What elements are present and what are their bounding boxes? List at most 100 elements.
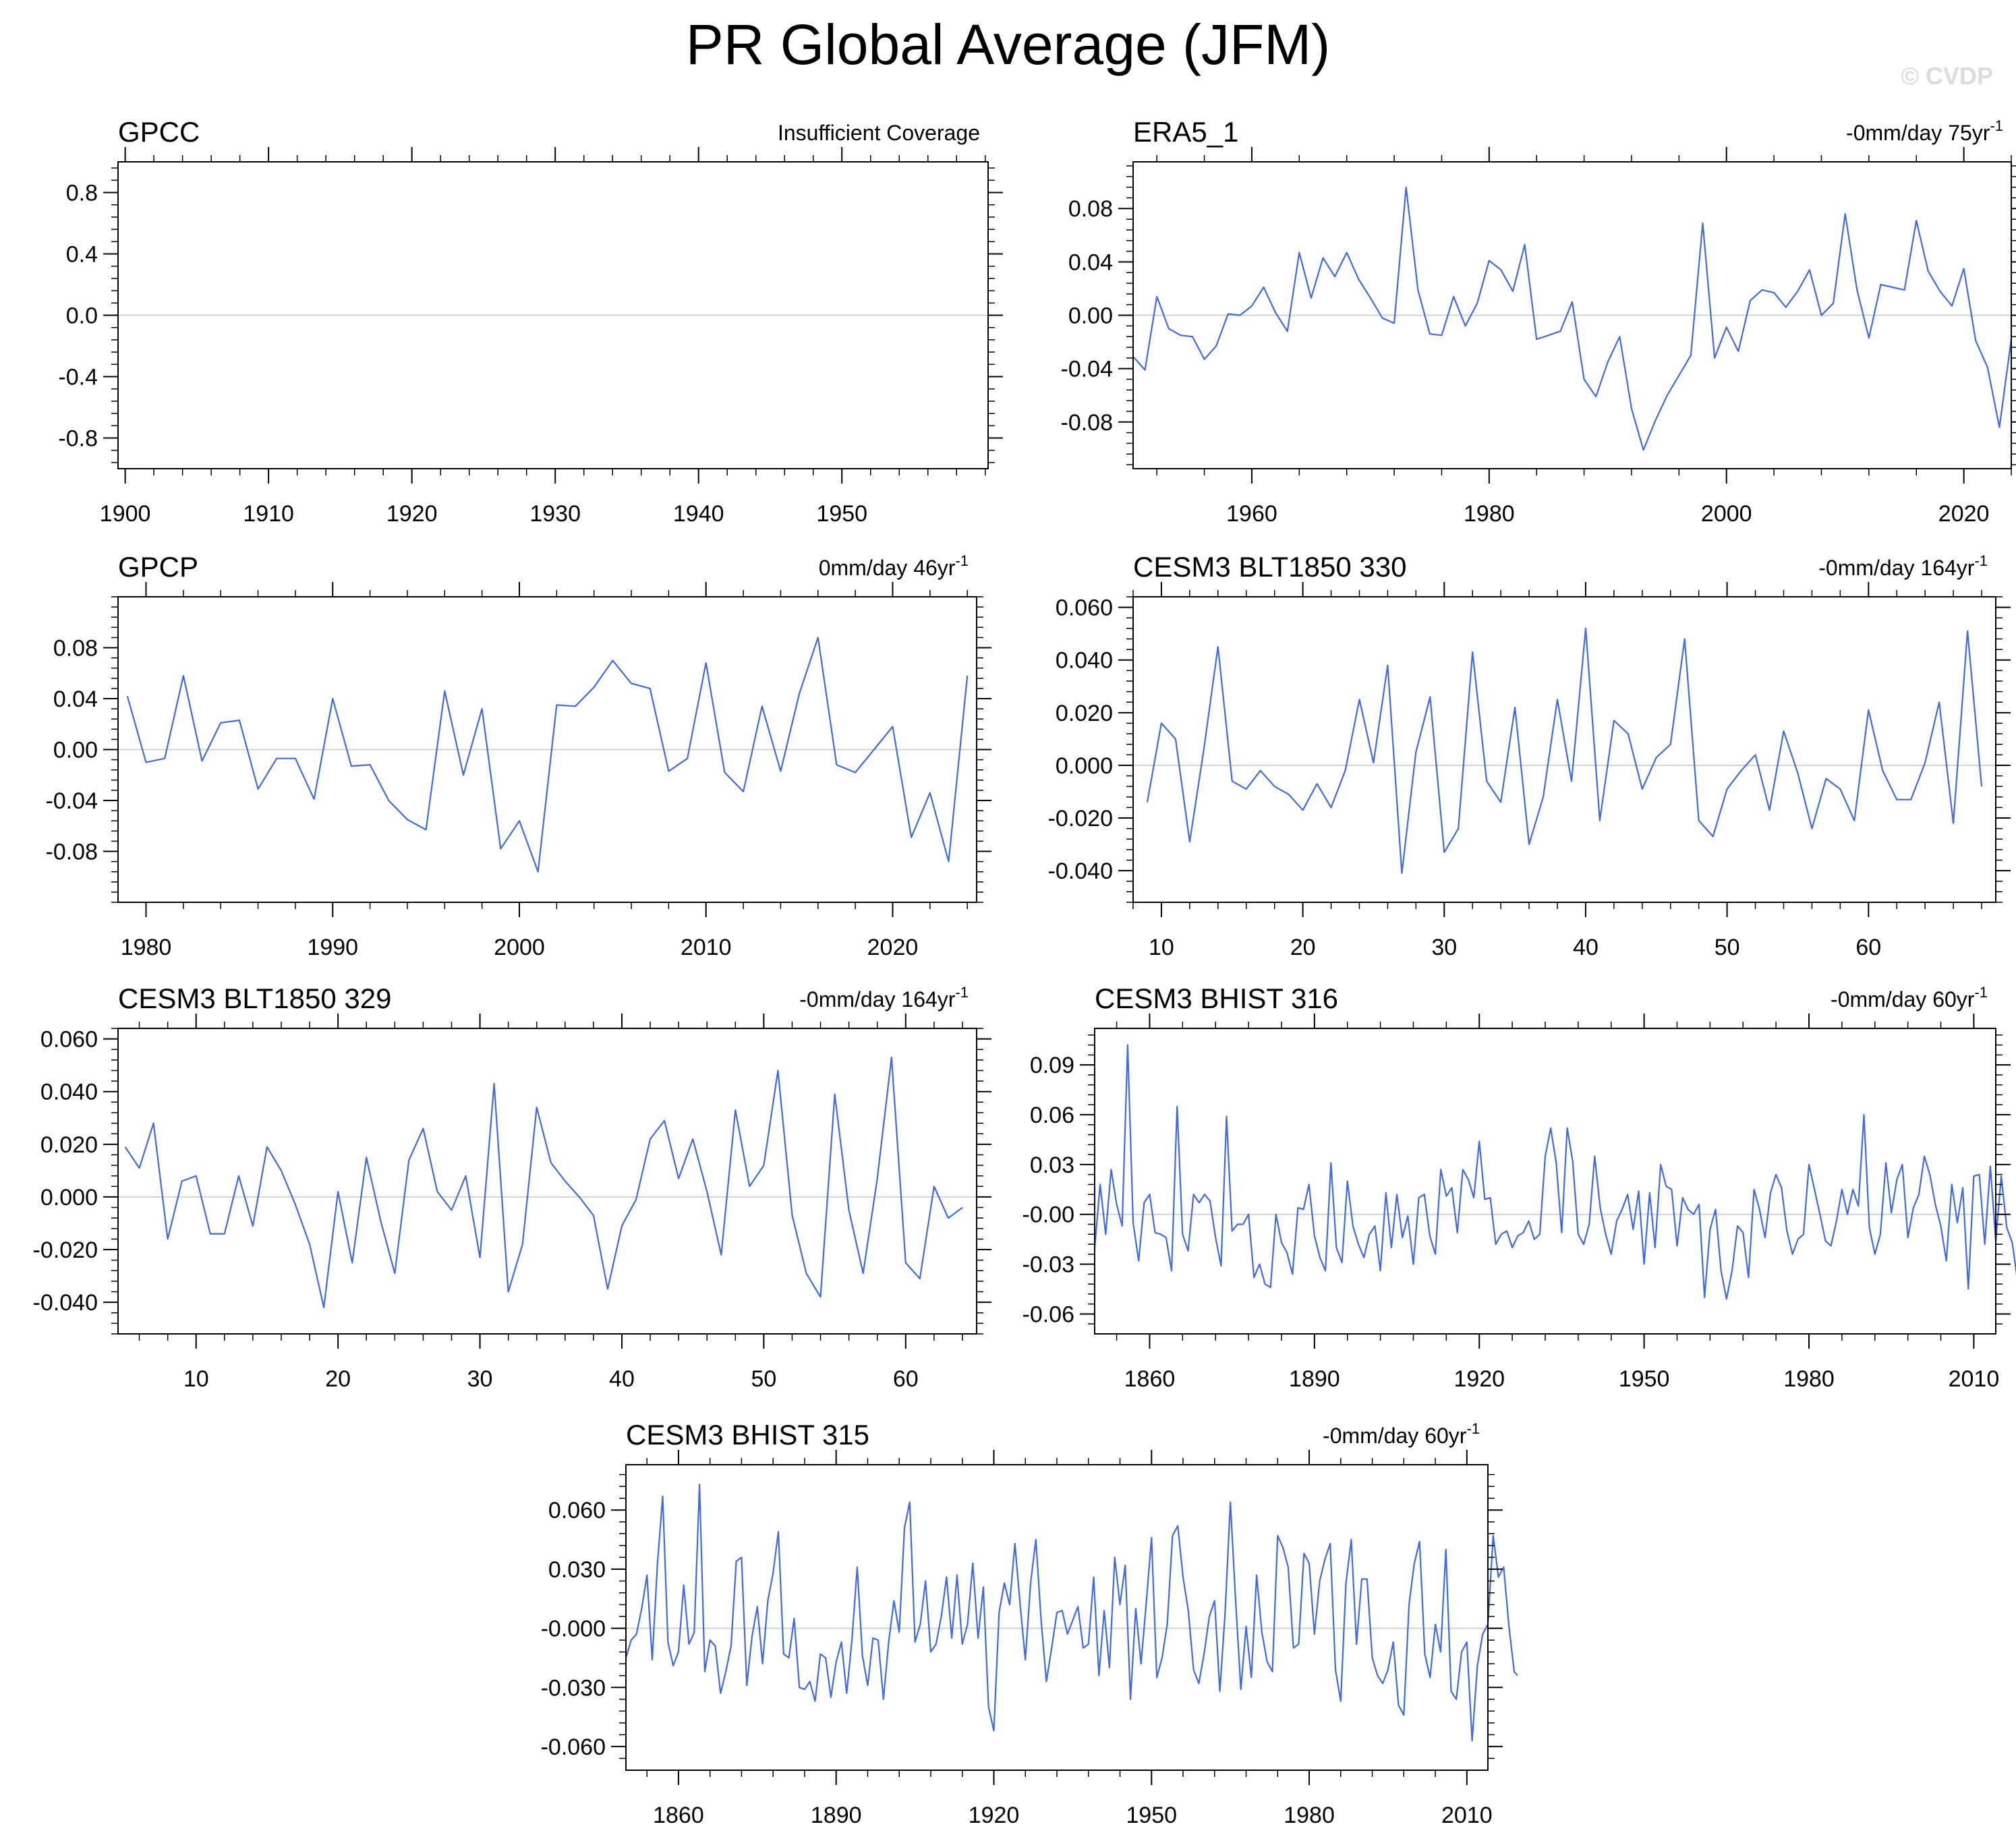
y-tick-label: -0.040 — [33, 1290, 98, 1316]
x-tick-label: 40 — [1573, 935, 1599, 960]
data-series-line — [625, 1484, 1518, 1742]
data-series-line — [1146, 627, 1983, 875]
x-tick-label: 60 — [1855, 935, 1881, 960]
trend-annotation: Insufficient Coverage — [778, 121, 980, 145]
panel-title: GPCC — [118, 116, 200, 148]
data-series-line — [1093, 1044, 2016, 1300]
x-tick-label: 1910 — [243, 501, 294, 527]
y-tick-label: -0.06 — [1023, 1302, 1075, 1327]
trend-annotation: -0mm/day 60yr-1 — [1831, 984, 1988, 1012]
x-tick-label: 1940 — [673, 501, 724, 527]
x-tick-label: 20 — [325, 1366, 351, 1392]
y-tick-label: 0.04 — [53, 686, 98, 712]
y-tick-label: -0.00 — [1023, 1202, 1075, 1228]
data-series-line — [1132, 186, 2013, 451]
chart-panel-gpcc: GPCC Insufficient Coverage 0.8 0.4 0.0 -0.4 -0… — [58, 116, 1003, 527]
chart-panel-cesm3-blt1850-329: CESM3 BLT1850 329 -0mm/day 164yr-1 0.060 0.… — [33, 983, 991, 1392]
trend-annotation-text: -0mm/day 164yr — [1818, 556, 1975, 580]
x-tick-label: 2000 — [494, 935, 545, 960]
x-tick-label: 30 — [467, 1366, 493, 1392]
x-tick-label: 2010 — [1441, 1803, 1493, 1828]
x-tick-label: 1980 — [121, 935, 172, 960]
x-tick-label: 30 — [1431, 935, 1457, 960]
y-tick-label: 0.8 — [66, 181, 98, 206]
x-tick-label: 2020 — [867, 935, 919, 960]
x-tick-label: 1980 — [1783, 1366, 1835, 1392]
y-tick-label: 0.00 — [1068, 303, 1113, 329]
y-tick-label: 0.030 — [548, 1557, 606, 1583]
plot-frame — [117, 1028, 977, 1335]
y-tick-label: -0.8 — [58, 426, 98, 452]
trend-annotation: -0mm/day 164yr-1 — [1818, 552, 1988, 580]
y-tick-label: 0.03 — [1030, 1152, 1074, 1178]
trend-annotation-text: -0mm/day 60yr — [1831, 987, 1975, 1012]
x-tick-label: 40 — [609, 1366, 635, 1392]
x-tick-label: 1920 — [1453, 1366, 1505, 1392]
y-tick-label: -0.4 — [58, 365, 98, 390]
y-tick-label: 0.4 — [66, 242, 98, 268]
x-tick-label: 10 — [183, 1366, 209, 1392]
y-tick-label: 0.040 — [1056, 648, 1113, 674]
y-tick-label: 0.060 — [1056, 595, 1113, 621]
y-tick-label: 0.06 — [1030, 1103, 1074, 1128]
panel-title: CESM3 BHIST 315 — [626, 1419, 869, 1451]
trend-annotation-exponent: -1 — [955, 552, 969, 569]
x-tick-label: 1890 — [1289, 1366, 1340, 1392]
panel-title: GPCP — [118, 551, 198, 583]
x-tick-label: 1860 — [1124, 1366, 1176, 1392]
chart-panel-gpcp: GPCP 0mm/day 46yr-1 0.08 0.04 0.00 -0.04 -0.08… — [46, 551, 991, 960]
y-tick-label: -0.000 — [541, 1616, 606, 1642]
trend-annotation-text: -0mm/day 164yr — [799, 987, 956, 1012]
x-tick-label: 50 — [1715, 935, 1740, 960]
x-tick-label: 1890 — [811, 1803, 862, 1828]
chart-panel-cesm3-bhist-315: CESM3 BHIST 315 -0mm/day 60yr-1 0.060 0.030… — [541, 1419, 1518, 1828]
trend-annotation-text: -0mm/day 60yr — [1323, 1424, 1467, 1448]
y-tick-label: -0.030 — [541, 1675, 606, 1701]
y-tick-label: 0.020 — [40, 1132, 98, 1158]
x-tick-label: 10 — [1149, 935, 1174, 960]
trend-annotation: -0mm/day 60yr-1 — [1323, 1420, 1480, 1448]
y-tick-label: 0.000 — [1056, 753, 1113, 779]
trend-annotation-text: Insufficient Coverage — [778, 121, 980, 145]
trend-annotation: 0mm/day 46yr-1 — [819, 552, 969, 580]
chart-panel-cesm3-bhist-316: CESM3 BHIST 316 -0mm/day 60yr-1 0.09 0.06 0.… — [1023, 983, 2016, 1392]
y-tick-label: 0.0 — [66, 303, 98, 329]
y-tick-label: 0.060 — [40, 1027, 98, 1053]
watermark: © CVDP — [1901, 62, 1993, 90]
trend-annotation-exponent: -1 — [1974, 984, 1988, 1001]
y-tick-label: 0.08 — [53, 636, 98, 662]
x-tick-label: 60 — [893, 1366, 919, 1392]
trend-annotation-text: -0mm/day 75yr — [1846, 121, 1990, 145]
y-tick-label: -0.08 — [1061, 410, 1114, 436]
x-tick-label: 1980 — [1284, 1803, 1335, 1828]
y-tick-label: 0.000 — [40, 1185, 98, 1210]
x-tick-label: 2010 — [1949, 1366, 2000, 1392]
y-tick-label: 0.00 — [53, 738, 98, 763]
y-tick-label: -0.08 — [46, 840, 98, 865]
x-tick-label: 1930 — [529, 501, 581, 527]
x-tick-label: 50 — [751, 1366, 776, 1392]
chart-panel-era5-1: ERA5_1 -0mm/day 75yr-1 0.08 0.04 0.00 -0.04 -0… — [1061, 116, 2016, 527]
panel-title: CESM3 BLT1850 329 — [118, 983, 391, 1014]
panel-title: CESM3 BLT1850 330 — [1133, 551, 1406, 583]
x-tick-label: 1860 — [653, 1803, 704, 1828]
y-tick-label: -0.04 — [46, 788, 98, 814]
y-tick-label: 0.020 — [1056, 701, 1113, 726]
y-tick-label: -0.04 — [1061, 357, 1114, 382]
y-tick-label: 0.09 — [1030, 1053, 1074, 1078]
x-tick-label: 1980 — [1464, 501, 1515, 527]
x-tick-label: 1920 — [969, 1803, 1020, 1828]
x-tick-label: 2000 — [1701, 501, 1752, 527]
y-tick-label: 0.08 — [1068, 196, 1113, 222]
trend-annotation-exponent: -1 — [1974, 552, 1988, 569]
x-tick-label: 1920 — [386, 501, 438, 527]
panel-title: ERA5_1 — [1133, 116, 1238, 148]
y-tick-label: -0.03 — [1023, 1252, 1075, 1278]
x-tick-label: 1950 — [1619, 1366, 1670, 1392]
trend-annotation: -0mm/day 164yr-1 — [799, 984, 969, 1012]
x-tick-label: 1990 — [307, 935, 358, 960]
data-series-line — [124, 1056, 963, 1308]
x-tick-label: 1900 — [100, 501, 151, 527]
y-tick-label: 0.04 — [1068, 250, 1113, 275]
